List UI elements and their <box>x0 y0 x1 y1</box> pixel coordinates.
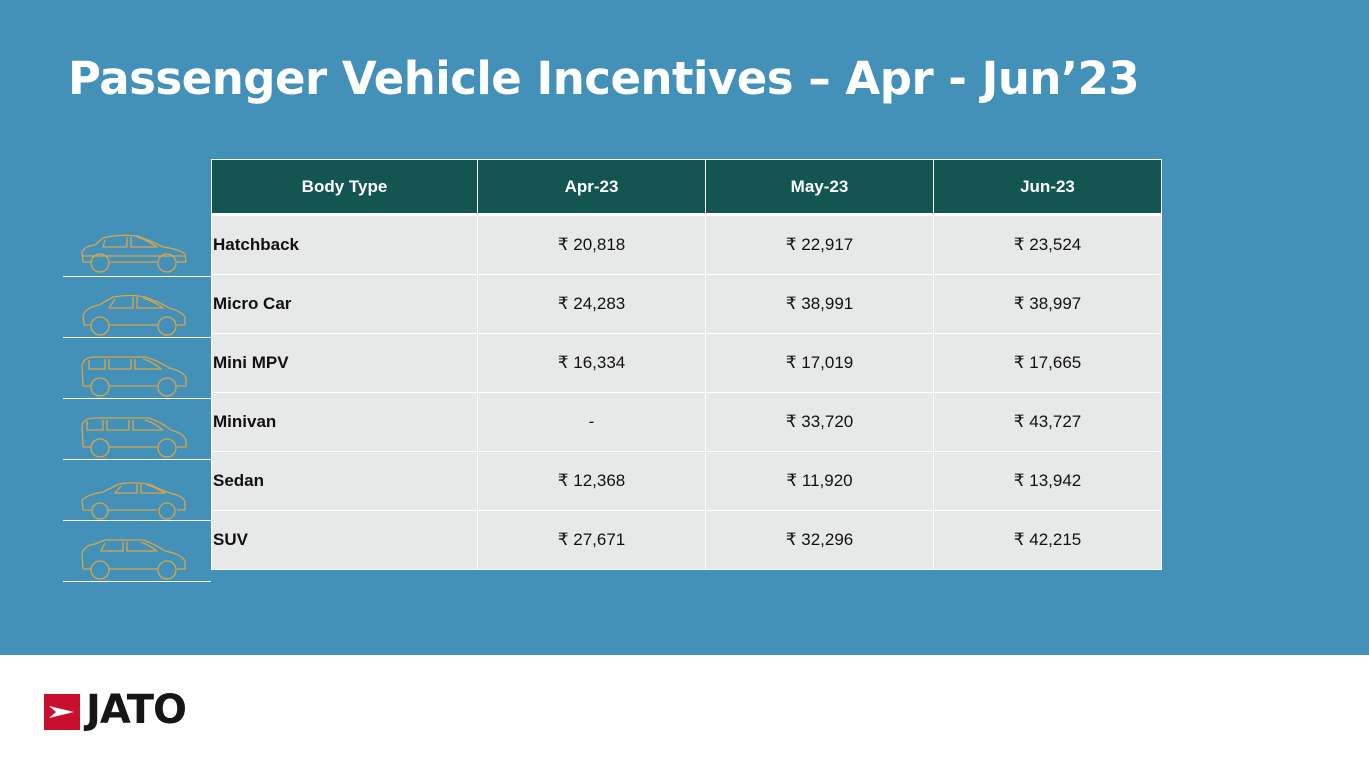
column-header: Apr-23 <box>477 159 706 216</box>
body-type-cell: Micro Car <box>211 274 478 334</box>
column-header: Body Type <box>211 159 478 216</box>
table-row: Sedan ₹ 12,368 ₹ 11,920 ₹ 13,942 <box>211 451 1162 511</box>
logo-text: JATO <box>86 687 187 733</box>
hatchback-car-icon <box>81 234 187 273</box>
mini-mpv-car-icon <box>81 356 187 397</box>
incentives-table: Body Type Apr-23 May-23 Jun-23 Hatchback… <box>211 159 1162 570</box>
incentive-value-cell: ₹ 38,991 <box>705 274 934 334</box>
table-row: Minivan - ₹ 33,720 ₹ 43,727 <box>211 392 1162 452</box>
incentive-value-cell: ₹ 27,671 <box>477 510 706 570</box>
column-header: Jun-23 <box>933 159 1162 216</box>
incentive-value-cell: ₹ 22,917 <box>705 214 934 275</box>
incentive-value-cell: ₹ 33,720 <box>705 392 934 452</box>
icon-slot-sedan <box>63 460 211 521</box>
minivan-car-icon <box>81 417 187 458</box>
icon-slot-hatchback <box>63 216 211 277</box>
icon-slot-minivan <box>63 399 211 460</box>
table-row: SUV ₹ 27,671 ₹ 32,296 ₹ 42,215 <box>211 510 1162 570</box>
incentives-table-container: Body Type Apr-23 May-23 Jun-23 Hatchback… <box>211 159 1162 570</box>
incentive-value-cell: ₹ 16,334 <box>477 333 706 393</box>
table-row: Hatchback ₹ 20,818 ₹ 22,917 ₹ 23,524 <box>211 214 1162 275</box>
incentive-value-cell: ₹ 11,920 <box>705 451 934 511</box>
incentive-value-cell: ₹ 17,019 <box>705 333 934 393</box>
icon-slot-mini-mpv <box>63 338 211 399</box>
table-header-row: Body Type Apr-23 May-23 Jun-23 <box>211 159 1162 216</box>
incentive-value-cell: ₹ 42,215 <box>933 510 1162 570</box>
incentive-value-cell: ₹ 32,296 <box>705 510 934 570</box>
slide-title: Passenger Vehicle Incentives – Apr - Jun… <box>68 52 1140 105</box>
incentive-value-cell: ₹ 38,997 <box>933 274 1162 334</box>
body-type-cell: SUV <box>211 510 478 570</box>
incentive-value-cell: ₹ 13,942 <box>933 451 1162 511</box>
body-type-cell: Minivan <box>211 392 478 452</box>
body-type-icons <box>63 216 211 582</box>
table-row: Mini MPV ₹ 16,334 ₹ 17,019 ₹ 17,665 <box>211 333 1162 393</box>
incentive-value-cell: ₹ 12,368 <box>477 451 706 511</box>
suv-car-icon <box>81 539 186 580</box>
incentive-value-cell: ₹ 20,818 <box>477 214 706 275</box>
incentive-value-cell: ₹ 23,524 <box>933 214 1162 275</box>
icon-slot-suv <box>63 521 211 582</box>
body-type-cell: Mini MPV <box>211 333 478 393</box>
incentive-value-cell: ₹ 43,727 <box>933 392 1162 452</box>
incentive-value-cell: - <box>477 392 706 452</box>
incentive-value-cell: ₹ 17,665 <box>933 333 1162 393</box>
jato-logo-icon <box>44 694 80 730</box>
body-type-cell: Hatchback <box>211 214 478 275</box>
table-row: Micro Car ₹ 24,283 ₹ 38,991 ₹ 38,997 <box>211 274 1162 334</box>
incentive-value-cell: ₹ 24,283 <box>477 274 706 334</box>
column-header: May-23 <box>705 159 934 216</box>
body-type-cell: Sedan <box>211 451 478 511</box>
icon-slot-micro-car <box>63 277 211 338</box>
micro-car-icon <box>82 294 186 336</box>
sedan-car-icon <box>81 482 186 520</box>
